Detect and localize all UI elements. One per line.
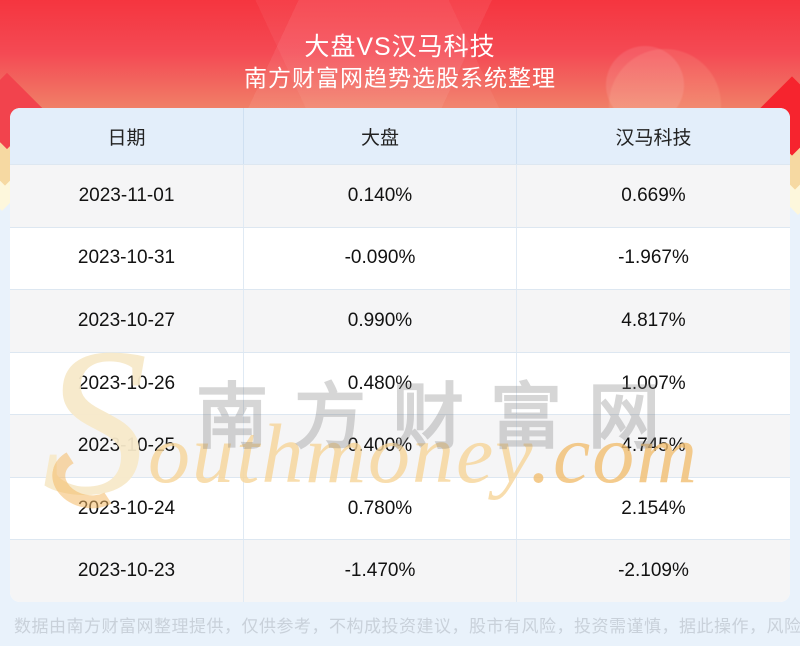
- cell-market: 0.140%: [244, 165, 517, 227]
- cell-market: 0.400%: [244, 415, 517, 477]
- cell-stock: 0.669%: [621, 184, 686, 206]
- page-subtitle: 南方财富网趋势选股系统整理: [244, 65, 556, 91]
- disclaimer-text: 数据由南方财富网整理提供，仅供参考，不构成投资建议，股市有风险，投资需谨慎，据此…: [14, 616, 800, 636]
- table-header-row: 日期 大盘 汉马科技: [10, 108, 790, 164]
- cell-market: 0.780%: [244, 477, 517, 540]
- cell-date: 2023-10-24: [10, 477, 244, 540]
- table-row: 2023-11-01 0.140% 0.669%: [10, 164, 790, 227]
- table-row: 2023-10-25 0.400% 4.745%: [10, 414, 790, 477]
- table-row: 2023-10-27 0.990% 4.817%: [10, 289, 790, 352]
- cell-date: 2023-10-31: [10, 227, 244, 290]
- table-row: 2023-10-23 -1.470% -2.109%: [10, 539, 790, 602]
- cell-date: 2023-10-25: [10, 415, 244, 477]
- cell-market: 0.990%: [244, 290, 517, 352]
- table-row: 2023-10-31 -0.090% -1.967%: [10, 226, 790, 290]
- cell-stock: 2.154%: [621, 497, 686, 519]
- cell-date: 2023-10-27: [10, 290, 244, 352]
- comparison-table: 日期 大盘 汉马科技 2023-11-01 0.140% 0.669% 2023…: [10, 108, 790, 602]
- table-row: 2023-10-26 0.480% 1.007%: [10, 351, 790, 415]
- cell-date: 2023-11-01: [10, 165, 244, 227]
- cell-market: -1.470%: [244, 540, 517, 602]
- column-header-stock: 汉马科技: [615, 127, 692, 149]
- table-row: 2023-10-24 0.780% 2.154%: [10, 476, 790, 540]
- cell-market: 0.480%: [244, 352, 517, 415]
- cell-stock: 1.007%: [621, 372, 686, 394]
- cell-date: 2023-10-26: [10, 352, 244, 415]
- cell-date: 2023-10-23: [10, 540, 244, 602]
- cell-stock: 4.817%: [621, 309, 686, 331]
- column-header-market: 大盘: [244, 108, 517, 164]
- cell-market: -0.090%: [244, 227, 517, 290]
- cell-stock: -1.967%: [618, 247, 689, 269]
- cell-stock: 4.745%: [621, 435, 686, 457]
- column-header-date: 日期: [10, 108, 244, 164]
- cell-stock: -2.109%: [618, 560, 689, 582]
- page-title: 大盘VS汉马科技: [304, 33, 496, 61]
